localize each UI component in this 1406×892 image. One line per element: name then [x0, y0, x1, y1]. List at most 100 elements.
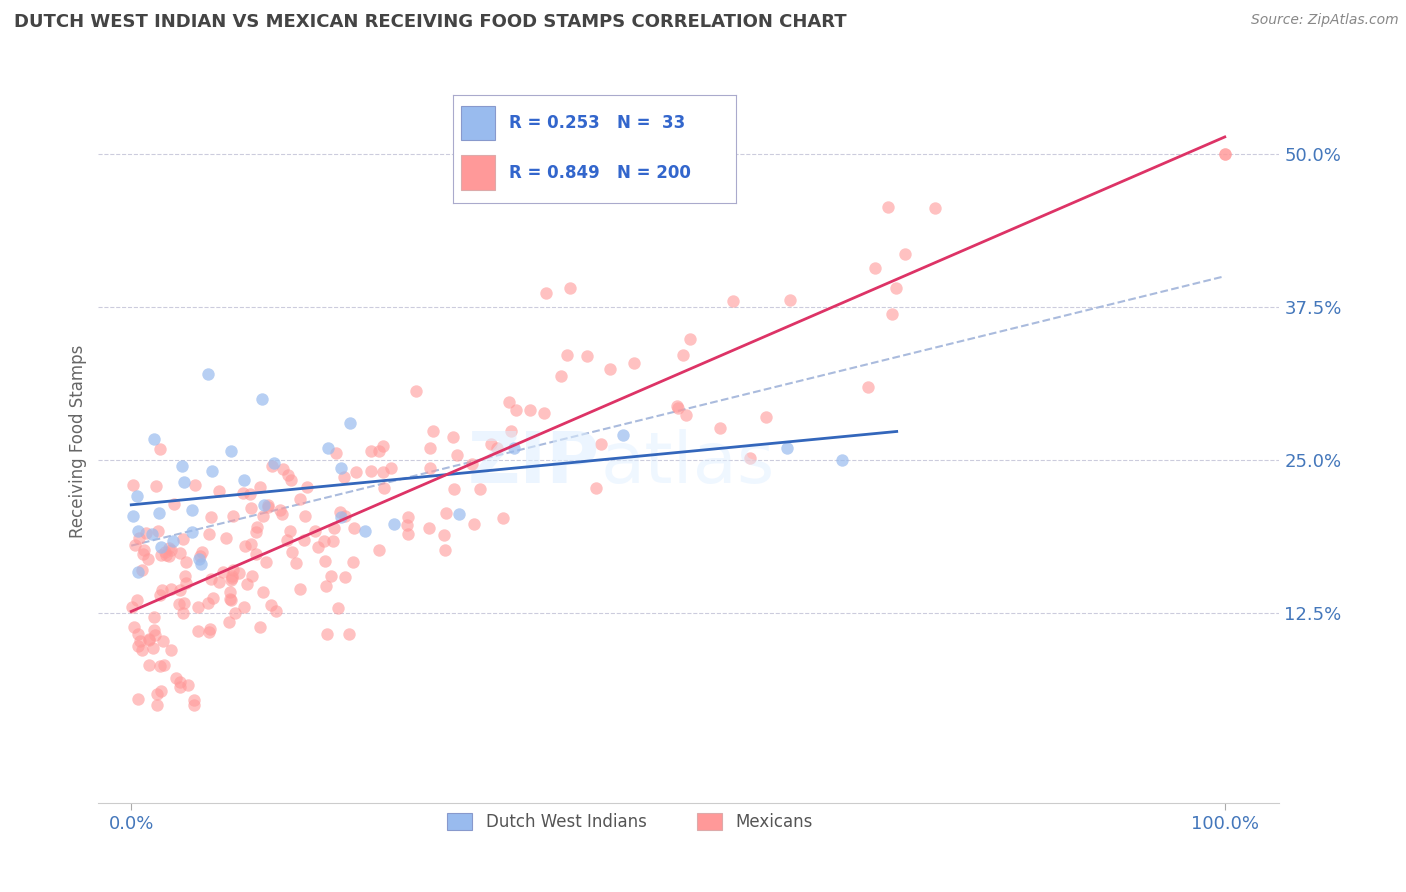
Point	[125, 593, 148, 607]
Point	[894, 247, 917, 261]
Point	[170, 458, 193, 473]
Point	[433, 542, 456, 557]
Point	[221, 568, 243, 582]
Point	[278, 524, 301, 539]
Point	[446, 448, 468, 462]
Point	[184, 478, 207, 492]
Point	[779, 293, 801, 308]
Point	[499, 424, 522, 438]
Point	[292, 533, 315, 547]
Point	[536, 286, 558, 301]
Point	[160, 543, 183, 558]
Point	[197, 367, 219, 381]
Point	[215, 531, 238, 545]
Point	[419, 461, 441, 475]
Point	[269, 503, 291, 517]
Point	[576, 349, 599, 363]
Point	[162, 533, 184, 548]
Point	[315, 626, 337, 640]
Point	[135, 526, 157, 541]
Point	[228, 566, 250, 580]
Point	[122, 620, 145, 634]
Point	[623, 356, 645, 370]
Point	[433, 528, 456, 542]
Point	[498, 394, 520, 409]
Point	[128, 531, 150, 545]
Point	[212, 566, 235, 580]
Point	[326, 600, 349, 615]
Point	[443, 482, 465, 496]
Point	[396, 527, 419, 541]
Point	[333, 570, 356, 584]
Point	[405, 384, 427, 399]
Point	[666, 399, 689, 413]
Point	[281, 545, 304, 559]
Point	[245, 547, 267, 561]
Point	[127, 627, 149, 641]
Point	[449, 508, 471, 522]
Point	[200, 464, 222, 478]
Point	[183, 693, 205, 707]
Point	[233, 599, 256, 614]
Point	[169, 680, 191, 694]
Point	[738, 451, 761, 466]
Point	[149, 442, 172, 456]
Point	[307, 541, 329, 555]
Point	[177, 678, 200, 692]
Point	[461, 457, 484, 471]
Point	[276, 533, 298, 547]
Point	[709, 421, 731, 435]
Point	[127, 524, 149, 538]
Point	[150, 583, 173, 598]
Point	[169, 675, 191, 690]
Point	[174, 555, 197, 569]
Point	[150, 549, 173, 563]
Point	[260, 459, 283, 474]
Point	[342, 555, 364, 569]
Point	[163, 497, 186, 511]
Point	[249, 620, 271, 634]
Point	[233, 539, 256, 553]
Point	[418, 521, 440, 535]
Point	[180, 524, 202, 539]
Point	[396, 510, 419, 524]
Point	[295, 480, 318, 494]
Point	[172, 532, 194, 546]
Point	[219, 593, 242, 607]
Point	[257, 500, 280, 514]
Point	[200, 510, 222, 524]
Point	[240, 569, 263, 583]
Point	[263, 456, 285, 470]
Point	[232, 485, 254, 500]
Point	[167, 597, 190, 611]
Point	[173, 596, 195, 610]
Point	[152, 633, 174, 648]
Point	[190, 545, 212, 559]
Point	[333, 509, 356, 524]
Point	[197, 597, 219, 611]
Point	[533, 406, 555, 420]
Point	[333, 470, 356, 484]
Point	[884, 281, 907, 295]
Point	[325, 446, 347, 460]
Point	[198, 624, 221, 639]
Point	[138, 658, 160, 673]
Point	[723, 294, 745, 309]
Point	[200, 623, 222, 637]
Point	[187, 624, 209, 638]
Point	[863, 260, 886, 275]
Point	[157, 549, 180, 563]
Point	[368, 542, 391, 557]
Point	[224, 607, 246, 621]
Legend: Dutch West Indians, Mexicans: Dutch West Indians, Mexicans	[440, 806, 820, 838]
Point	[1213, 146, 1236, 161]
Point	[165, 671, 187, 685]
Point	[485, 441, 508, 455]
Point	[219, 444, 242, 458]
Point	[219, 585, 242, 599]
Point	[330, 460, 353, 475]
Point	[153, 657, 176, 672]
Point	[434, 506, 457, 520]
Point	[463, 516, 485, 531]
Point	[132, 543, 155, 558]
